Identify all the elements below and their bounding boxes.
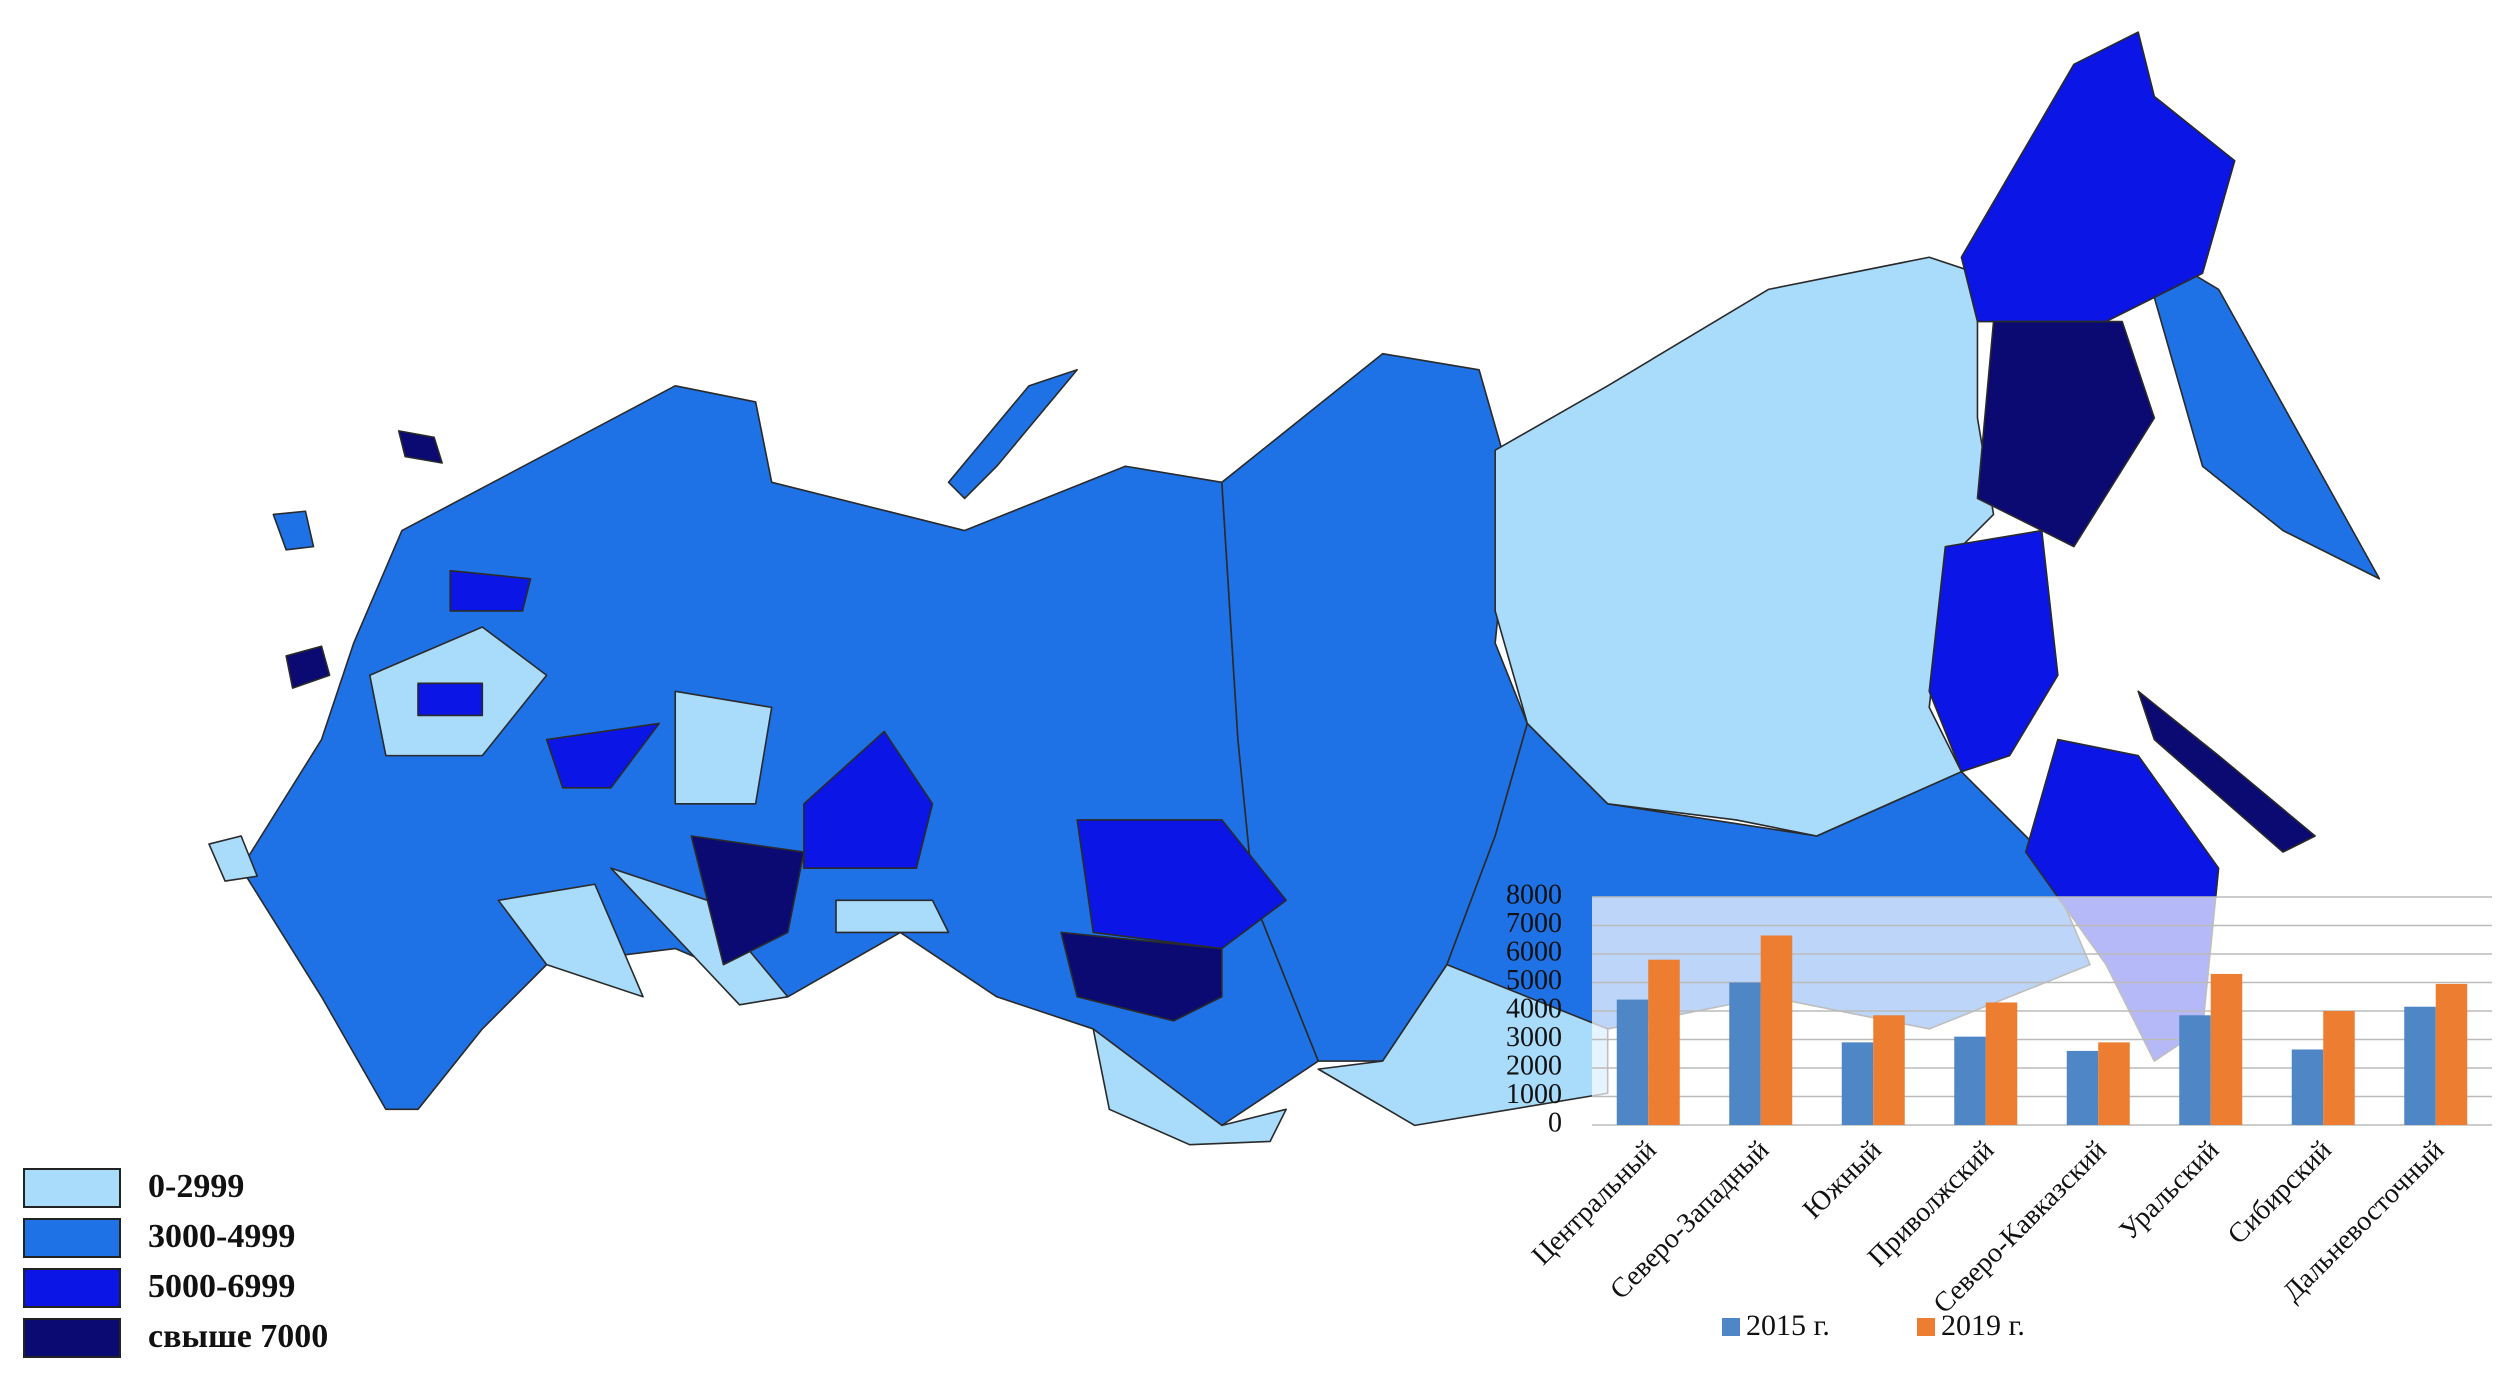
region <box>240 385 1320 1127</box>
bar <box>1729 982 1761 1125</box>
y-tick-label: 7000 <box>1506 908 1562 939</box>
y-tick-label: 8000 <box>1506 879 1562 910</box>
y-tick-label: 1000 <box>1506 1079 1562 1110</box>
region <box>1092 1028 1287 1146</box>
y-tick-label: 0 <box>1548 1107 1562 1138</box>
region <box>449 569 532 612</box>
region <box>690 835 805 966</box>
region <box>1076 819 1287 950</box>
bar <box>1841 1042 1874 1125</box>
region <box>1494 256 1995 837</box>
x-tick-label: Уральский <box>2114 1135 2226 1247</box>
region <box>208 835 259 882</box>
x-tick-label: Южный <box>1797 1135 1888 1226</box>
region <box>610 867 789 1006</box>
region <box>1960 31 2236 323</box>
region <box>674 690 773 805</box>
legend-swatch <box>23 1168 121 1208</box>
region <box>1060 931 1223 1022</box>
region <box>272 510 315 551</box>
bar <box>1760 935 1793 1125</box>
legend-swatch <box>23 1268 121 1308</box>
bar <box>1648 959 1680 1125</box>
region <box>2137 690 2316 853</box>
y-tick-label: 6000 <box>1506 936 1562 967</box>
bar <box>1873 1015 1905 1125</box>
region <box>397 430 443 464</box>
legend-label: 2015 г. <box>1746 1309 1830 1342</box>
bar <box>1954 1036 1986 1125</box>
region <box>803 730 934 869</box>
region <box>285 645 331 689</box>
bar <box>1616 999 1649 1125</box>
legend-swatch <box>1722 1318 1740 1336</box>
region <box>835 899 950 934</box>
region <box>1976 320 2156 548</box>
region <box>2137 240 2381 580</box>
legend-swatch <box>23 1318 121 1358</box>
legend-label: свыше 7000 <box>148 1318 328 1355</box>
bar <box>2066 1050 2099 1125</box>
y-tick-label: 3000 <box>1506 1022 1562 1053</box>
region <box>417 682 484 717</box>
bar <box>2098 1042 2130 1125</box>
legend-label: 3000-4999 <box>148 1218 295 1255</box>
legend-label: 0-2999 <box>148 1168 244 1205</box>
bar <box>2291 1049 2324 1125</box>
legend-label: 5000-6999 <box>148 1268 295 1305</box>
bar <box>1985 1002 2018 1125</box>
region <box>545 722 660 789</box>
y-tick-label: 5000 <box>1506 965 1562 996</box>
y-tick-label: 2000 <box>1506 1050 1562 1081</box>
bar <box>2210 973 2243 1125</box>
legend-swatch <box>23 1218 121 1258</box>
bar <box>2435 983 2468 1125</box>
bar <box>2179 1015 2211 1125</box>
region <box>947 368 1078 500</box>
region <box>1928 529 2059 773</box>
legend-swatch <box>1917 1318 1935 1336</box>
x-tick-label: Сибирский <box>2222 1135 2338 1251</box>
bar <box>2323 1011 2355 1125</box>
bar <box>2404 1006 2436 1125</box>
legend-label: 2019 г. <box>1941 1309 2025 1342</box>
y-tick-label: 4000 <box>1506 993 1562 1024</box>
region <box>497 883 644 998</box>
